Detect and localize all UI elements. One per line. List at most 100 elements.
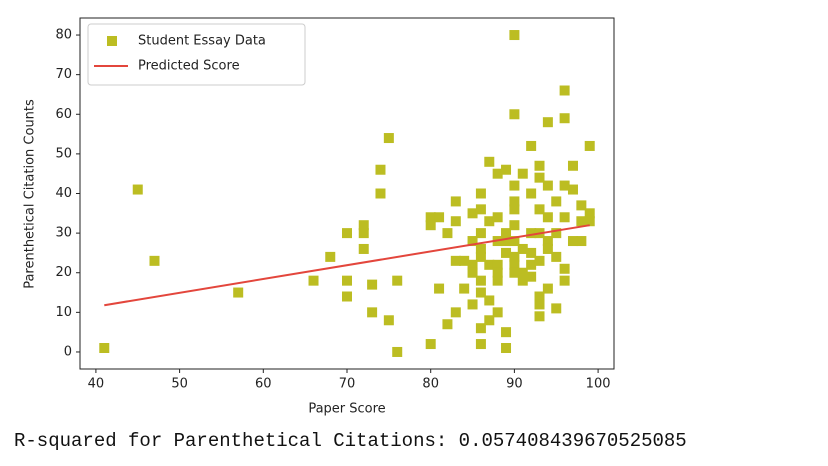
data-point <box>358 243 369 254</box>
data-point <box>551 228 562 239</box>
data-point <box>559 180 570 191</box>
y-tick-label: 50 <box>55 146 72 161</box>
data-point <box>442 319 453 330</box>
data-point <box>501 343 512 354</box>
data-point <box>375 164 386 175</box>
data-point <box>542 283 553 294</box>
data-point <box>475 323 486 334</box>
data-point <box>425 212 436 223</box>
data-point <box>342 228 352 239</box>
data-point <box>459 255 470 266</box>
data-point <box>475 251 486 262</box>
data-point <box>99 343 110 354</box>
data-point <box>434 283 445 294</box>
data-point <box>567 184 578 195</box>
legend-marker <box>107 36 117 46</box>
data-point <box>509 196 520 207</box>
data-point <box>551 196 562 207</box>
data-point <box>484 216 495 227</box>
fit-line <box>104 224 590 307</box>
data-point <box>542 236 553 247</box>
data-point <box>467 208 478 219</box>
data-point <box>526 140 537 151</box>
data-point <box>492 212 503 223</box>
data-point <box>534 255 545 266</box>
data-point <box>534 172 545 183</box>
x-tick-label: 70 <box>339 377 356 392</box>
data-point <box>492 307 503 318</box>
data-point <box>517 275 528 286</box>
data-point <box>542 212 553 223</box>
data-point <box>576 200 587 211</box>
data-point <box>467 299 478 310</box>
data-point <box>509 30 520 41</box>
data-point <box>450 255 461 266</box>
data-point <box>551 303 562 314</box>
y-axis-label: Parenthetical Citation Counts <box>23 99 38 289</box>
data-point <box>526 228 537 239</box>
data-point <box>358 228 369 239</box>
data-point <box>517 267 528 278</box>
data-point <box>149 255 160 266</box>
y-tick-label: 10 <box>55 305 72 320</box>
data-point <box>509 204 520 215</box>
data-point <box>559 212 570 223</box>
data-point <box>567 236 578 247</box>
data-point <box>375 188 386 199</box>
data-point <box>492 267 503 278</box>
y-tick-label: 60 <box>55 107 72 122</box>
data-point <box>425 220 436 231</box>
data-point <box>342 291 352 302</box>
data-point <box>484 156 495 167</box>
y-tick-label: 0 <box>64 344 72 359</box>
data-point <box>584 208 595 219</box>
data-point <box>517 168 528 179</box>
data-point <box>484 315 495 326</box>
legend-label: Predicted Score <box>138 59 240 74</box>
data-point <box>542 243 553 254</box>
data-point <box>509 220 520 231</box>
data-point <box>492 275 503 286</box>
data-point <box>559 113 570 124</box>
data-point <box>567 160 578 171</box>
output-text: R-squared for Parenthetical Citations: 0… <box>14 430 687 452</box>
data-point <box>551 251 562 262</box>
data-point <box>467 259 478 270</box>
data-point <box>392 275 403 286</box>
data-point <box>534 299 545 310</box>
x-tick-label: 40 <box>88 377 105 392</box>
data-point <box>325 251 336 262</box>
data-point <box>308 275 319 286</box>
data-point <box>475 275 486 286</box>
data-point <box>450 196 461 207</box>
y-tick-label: 70 <box>55 67 72 82</box>
data-point <box>233 287 244 298</box>
data-point <box>509 180 520 191</box>
y-tick-label: 20 <box>55 265 72 280</box>
data-point <box>467 267 478 278</box>
data-point <box>509 259 520 270</box>
data-point <box>509 236 520 247</box>
data-point <box>534 291 545 302</box>
data-point <box>484 259 495 270</box>
data-point <box>475 228 486 239</box>
data-point <box>501 228 512 239</box>
data-point <box>501 236 512 247</box>
data-point <box>434 212 445 223</box>
data-point <box>475 204 486 215</box>
data-point <box>501 164 512 175</box>
plot-frame <box>79 17 615 370</box>
data-point <box>501 327 512 338</box>
data-point <box>467 236 478 247</box>
data-point <box>132 184 143 195</box>
data-point <box>517 243 528 254</box>
data-point <box>450 307 461 318</box>
data-point <box>383 315 394 326</box>
data-point <box>475 188 486 199</box>
y-tick-label: 30 <box>55 226 72 241</box>
data-point <box>475 339 486 350</box>
data-point <box>526 247 537 258</box>
data-point <box>342 275 352 286</box>
